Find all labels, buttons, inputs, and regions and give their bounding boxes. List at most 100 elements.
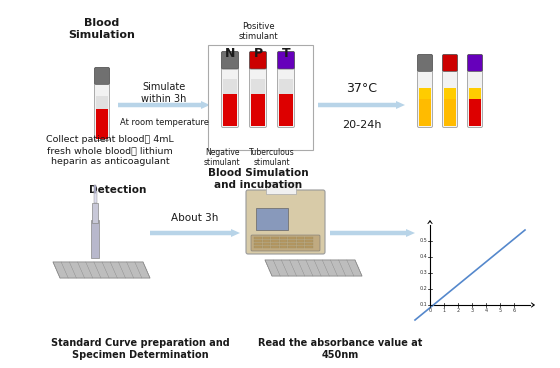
Bar — [469, 88, 481, 99]
Text: Standard Curve preparation and
Specimen Determination: Standard Curve preparation and Specimen … — [50, 338, 230, 360]
Bar — [251, 94, 265, 126]
FancyBboxPatch shape — [418, 54, 432, 71]
Bar — [279, 237, 287, 239]
Bar — [266, 182, 296, 194]
Bar — [263, 243, 270, 245]
Text: 0.1: 0.1 — [419, 302, 427, 308]
Bar — [288, 240, 296, 242]
FancyBboxPatch shape — [95, 67, 110, 141]
Bar — [96, 96, 108, 109]
Bar — [263, 240, 270, 242]
FancyBboxPatch shape — [246, 190, 325, 254]
Bar — [419, 88, 431, 99]
Bar — [296, 240, 304, 242]
FancyBboxPatch shape — [222, 52, 239, 69]
Bar — [469, 99, 481, 126]
Text: 0: 0 — [428, 308, 432, 313]
FancyBboxPatch shape — [468, 54, 483, 127]
Text: 5: 5 — [498, 308, 502, 313]
Text: Simulate
within 3h: Simulate within 3h — [141, 82, 186, 104]
Bar — [223, 79, 237, 94]
Bar — [94, 191, 96, 203]
FancyBboxPatch shape — [442, 54, 458, 71]
Bar — [256, 208, 288, 230]
Bar — [254, 237, 262, 239]
Bar — [419, 99, 431, 126]
FancyBboxPatch shape — [278, 52, 295, 127]
Bar — [223, 94, 237, 126]
Text: 4: 4 — [484, 308, 488, 313]
Text: P: P — [254, 47, 263, 60]
Bar — [305, 243, 312, 245]
FancyArrow shape — [118, 101, 210, 109]
Bar — [92, 203, 98, 223]
Bar — [305, 245, 312, 248]
Bar — [96, 109, 108, 139]
Bar — [271, 240, 278, 242]
FancyArrow shape — [150, 229, 240, 237]
Bar — [263, 245, 270, 248]
Bar — [305, 237, 312, 239]
Bar — [279, 240, 287, 242]
FancyBboxPatch shape — [95, 67, 110, 84]
Bar — [254, 245, 262, 248]
Bar — [208, 45, 313, 150]
Bar — [288, 243, 296, 245]
Text: Positive
stimulant: Positive stimulant — [238, 22, 278, 41]
Bar — [296, 245, 304, 248]
Text: N: N — [225, 47, 235, 60]
Bar — [288, 237, 296, 239]
FancyBboxPatch shape — [250, 52, 267, 127]
Text: Read the absorbance value at
450nm: Read the absorbance value at 450nm — [258, 338, 422, 360]
Bar — [94, 185, 96, 193]
Bar — [279, 245, 287, 248]
Bar — [296, 237, 304, 239]
FancyArrow shape — [330, 229, 415, 237]
Bar — [288, 245, 296, 248]
Bar — [296, 243, 304, 245]
Bar — [279, 94, 293, 126]
Text: Blood
Simulation: Blood Simulation — [68, 18, 136, 40]
Text: 0.5: 0.5 — [419, 238, 427, 244]
Text: 37°C: 37°C — [347, 82, 377, 95]
Text: Collect patient blood： 4mL
fresh whole blood， lithium
heparin as anticoagulant: Collect patient blood： 4mL fresh whole b… — [46, 135, 174, 166]
Text: Detection: Detection — [89, 185, 147, 195]
FancyBboxPatch shape — [222, 52, 239, 127]
Text: 0.3: 0.3 — [419, 270, 427, 276]
Bar — [271, 243, 278, 245]
Text: 0.2: 0.2 — [419, 287, 427, 291]
Bar — [271, 237, 278, 239]
FancyBboxPatch shape — [418, 54, 432, 127]
Text: 1: 1 — [442, 308, 446, 313]
Polygon shape — [265, 260, 362, 276]
Text: At room temperature: At room temperature — [119, 118, 208, 127]
Text: 6: 6 — [512, 308, 516, 313]
Bar — [91, 220, 99, 258]
Bar — [279, 243, 287, 245]
FancyBboxPatch shape — [251, 235, 320, 251]
Bar — [444, 88, 456, 99]
Bar — [279, 79, 293, 94]
Text: 2: 2 — [456, 308, 460, 313]
Text: 3: 3 — [470, 308, 474, 313]
Text: Tuberculous
stimulant: Tuberculous stimulant — [249, 148, 295, 167]
Bar — [254, 243, 262, 245]
Bar — [444, 99, 456, 126]
Text: 0.4: 0.4 — [419, 255, 427, 259]
Bar — [263, 237, 270, 239]
Bar — [271, 245, 278, 248]
Text: T: T — [282, 47, 290, 60]
Text: Blood Simulation
and incubation: Blood Simulation and incubation — [208, 168, 309, 190]
Bar — [251, 79, 265, 94]
FancyBboxPatch shape — [468, 54, 483, 71]
FancyBboxPatch shape — [442, 54, 458, 127]
Polygon shape — [53, 262, 150, 278]
Text: About 3h: About 3h — [171, 213, 219, 223]
FancyBboxPatch shape — [250, 52, 267, 69]
Bar — [254, 240, 262, 242]
Bar — [305, 240, 312, 242]
Text: 20-24h: 20-24h — [342, 120, 382, 130]
Text: Negative
stimulant: Negative stimulant — [204, 148, 240, 167]
FancyBboxPatch shape — [278, 52, 295, 69]
FancyArrow shape — [318, 101, 405, 109]
